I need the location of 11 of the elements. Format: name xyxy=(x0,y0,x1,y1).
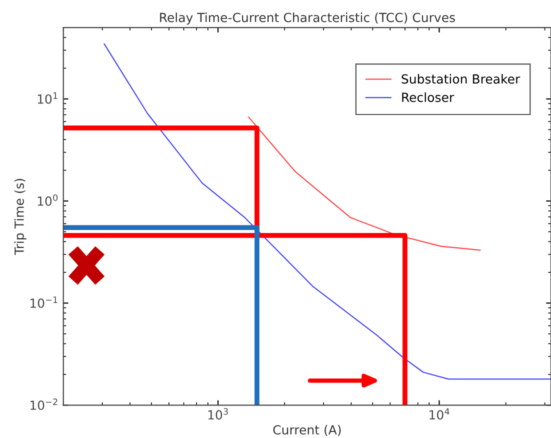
x-tick-label: 10$^{3}$ xyxy=(208,408,228,420)
y-tick-label: 10$^{−1}$ xyxy=(30,296,58,308)
y-axis-title: Trip Time (s) xyxy=(14,178,26,255)
y-tick-label: 10$^{1}$ xyxy=(38,92,58,104)
x-tick-label: 10$^{4}$ xyxy=(430,408,450,420)
y-tick-label: 10$^{−2}$ xyxy=(30,398,58,410)
legend-label: Substation Breaker xyxy=(402,74,520,84)
chart-title: Relay Time-Current Characteristic (TCC) Curves xyxy=(160,12,455,25)
legend-label: Recloser xyxy=(402,92,454,102)
x-axis-title: Current (A) xyxy=(273,424,341,436)
y-tick-label: 10$^{0}$ xyxy=(38,194,58,206)
